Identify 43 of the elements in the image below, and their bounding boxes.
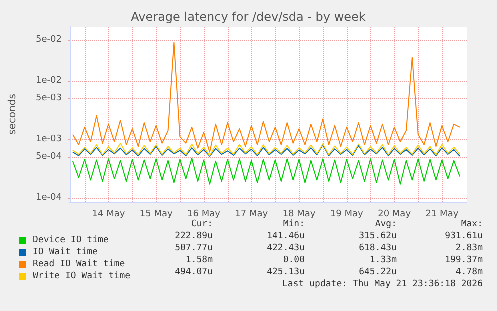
text: 494.07u [175,268,213,278]
x-tick-label: 19 May [330,210,364,220]
text: 315.62u [359,232,397,242]
y-tick-label: 1e-02 [36,76,62,86]
x-tick-label: 14 May [92,210,126,220]
x-tick-label: 17 May [235,210,269,220]
legend-label: Device IO time [33,236,109,246]
legend-label: Write IO Wait time [33,272,131,282]
text: Last update: Thu May 21 23:36:18 2026 [282,280,483,290]
text: 645.22u [359,268,397,278]
y-tick-label: 5e-04 [36,152,62,162]
text: 2.83m [456,244,483,254]
y-tick-label: 5e-03 [36,93,62,104]
x-tick-label: 21 May [426,210,460,220]
text: 422.43u [267,244,305,254]
text: 222.89u [175,232,213,242]
text: 931.61u [445,232,483,242]
x-tick-label: 16 May [188,210,222,220]
text: 1.58m [186,256,213,266]
line-series [72,42,461,153]
y-tick-label: 1e-03 [36,134,62,144]
text: 618.43u [359,244,397,254]
text: 425.13u [267,268,305,278]
line-series [72,158,461,185]
y-axis-title: seconds [8,94,18,135]
x-tick-label: 15 May [140,210,174,220]
text: 0.00 [283,256,305,266]
text: 199.37m [445,256,483,266]
chart-title: Average latency for /dev/sda - by week [131,10,366,24]
text: Min: [283,220,305,230]
text: 141.46u [267,232,305,242]
legend-label: IO Wait time [33,248,98,258]
y-tick-label: 1e-04 [36,192,62,203]
text: Max: [461,220,483,230]
legend-label: Read IO Wait time [33,260,126,270]
x-tick-label: 20 May [378,210,412,220]
text: 4.78m [456,268,483,278]
text: 507.77u [175,244,213,254]
text: Cur: [191,220,213,230]
x-tick-label: 18 May [282,210,316,220]
text: 1.33m [370,256,397,266]
y-tick-label: 5e-02 [36,34,62,45]
text: Avg: [375,220,397,230]
